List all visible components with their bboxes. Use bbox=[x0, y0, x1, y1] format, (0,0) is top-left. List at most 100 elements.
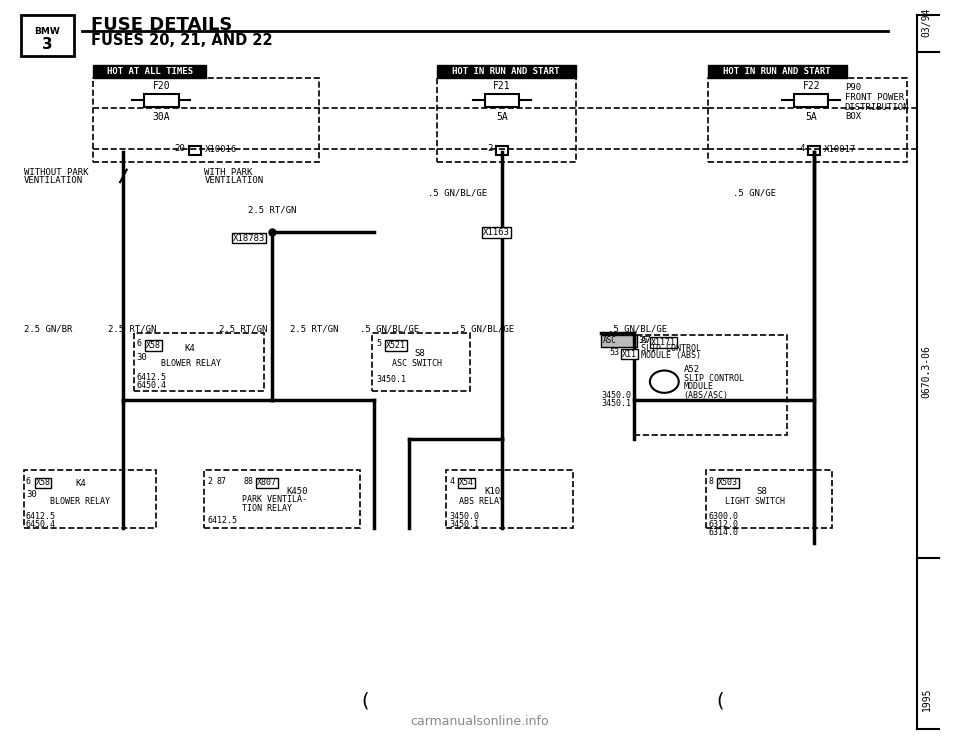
Text: 30A: 30A bbox=[153, 112, 170, 121]
Text: 1995: 1995 bbox=[922, 687, 931, 711]
Text: 35: 35 bbox=[638, 336, 648, 345]
Text: SLIP CONTROL: SLIP CONTROL bbox=[641, 344, 701, 353]
Text: SLIP CONTROL: SLIP CONTROL bbox=[684, 374, 743, 383]
Text: WITH PARK: WITH PARK bbox=[204, 168, 252, 177]
Text: BLOWER RELAY: BLOWER RELAY bbox=[50, 497, 109, 506]
Text: 30: 30 bbox=[136, 353, 147, 362]
Bar bbox=[708, 65, 847, 78]
Text: HOT AT ALL TIMES: HOT AT ALL TIMES bbox=[107, 67, 193, 76]
Text: WITHOUT PARK: WITHOUT PARK bbox=[24, 168, 88, 177]
Bar bbox=[485, 94, 519, 107]
Bar bbox=[134, 333, 264, 391]
Bar bbox=[708, 78, 907, 162]
Text: 53: 53 bbox=[610, 348, 619, 357]
Bar bbox=[601, 335, 637, 347]
Text: 88: 88 bbox=[244, 477, 253, 486]
Text: (ABS/ASC): (ABS/ASC) bbox=[684, 391, 729, 400]
Bar bbox=[93, 65, 206, 78]
Text: BLOWER RELAY: BLOWER RELAY bbox=[161, 359, 221, 368]
Text: 87: 87 bbox=[217, 477, 227, 486]
Text: 2.5 RT/GN: 2.5 RT/GN bbox=[248, 205, 296, 214]
Text: 2.5 GN/BR: 2.5 GN/BR bbox=[24, 324, 72, 333]
Text: BOX: BOX bbox=[845, 112, 861, 121]
Text: FRONT POWER: FRONT POWER bbox=[845, 93, 904, 102]
Text: 4: 4 bbox=[799, 144, 804, 153]
Text: TION RELAY: TION RELAY bbox=[242, 504, 292, 513]
Bar bbox=[634, 335, 787, 435]
Text: 3450.1: 3450.1 bbox=[376, 375, 406, 384]
Text: MODULE: MODULE bbox=[684, 382, 713, 391]
Text: 6: 6 bbox=[26, 477, 31, 486]
Text: HOT IN RUN AND START: HOT IN RUN AND START bbox=[452, 67, 560, 76]
Text: X58: X58 bbox=[36, 478, 51, 487]
Text: X807: X807 bbox=[257, 478, 277, 487]
Text: 6412.5: 6412.5 bbox=[26, 512, 56, 521]
Text: 2: 2 bbox=[487, 144, 492, 153]
Text: F22: F22 bbox=[803, 81, 820, 91]
Text: FUSES 20, 21, AND 22: FUSES 20, 21, AND 22 bbox=[91, 33, 273, 48]
Text: K4: K4 bbox=[184, 344, 195, 353]
Bar bbox=[496, 146, 508, 155]
Text: K450: K450 bbox=[286, 487, 307, 496]
Text: .5 GN/BL/GE: .5 GN/BL/GE bbox=[428, 189, 488, 198]
Text: VENTILATION: VENTILATION bbox=[24, 176, 84, 185]
Text: 3: 3 bbox=[41, 37, 53, 52]
Text: F20: F20 bbox=[153, 81, 170, 91]
Text: 5A: 5A bbox=[805, 112, 817, 121]
Text: 6300.0: 6300.0 bbox=[708, 512, 738, 521]
Text: PARK VENTILA-: PARK VENTILA- bbox=[242, 496, 307, 504]
Text: (: ( bbox=[716, 691, 724, 711]
Bar bbox=[93, 78, 319, 162]
Bar bbox=[24, 470, 156, 528]
Text: (: ( bbox=[361, 691, 369, 711]
Bar bbox=[372, 333, 470, 391]
Text: 2.5 RT/GN: 2.5 RT/GN bbox=[290, 324, 338, 333]
Text: X11: X11 bbox=[622, 350, 637, 359]
Text: ABS RELAY: ABS RELAY bbox=[459, 497, 504, 506]
Bar bbox=[808, 146, 820, 155]
Text: 3450.0: 3450.0 bbox=[601, 391, 631, 400]
Text: X10017: X10017 bbox=[824, 145, 856, 154]
Text: 2.5 RT/GN: 2.5 RT/GN bbox=[219, 324, 267, 333]
Text: 8: 8 bbox=[708, 477, 713, 486]
Text: DISTRIBUTION: DISTRIBUTION bbox=[845, 103, 909, 112]
Text: X503: X503 bbox=[718, 478, 738, 487]
Text: 6450.4: 6450.4 bbox=[26, 520, 56, 529]
Text: X1171: X1171 bbox=[651, 338, 676, 347]
Text: 4: 4 bbox=[449, 477, 454, 486]
Text: 2.5 RT/GN: 2.5 RT/GN bbox=[108, 324, 156, 333]
Text: 6450.4: 6450.4 bbox=[136, 381, 166, 390]
Bar bbox=[204, 470, 360, 528]
Text: P90: P90 bbox=[845, 83, 861, 92]
Bar bbox=[21, 15, 74, 56]
Text: 6312.0: 6312.0 bbox=[708, 520, 738, 529]
Text: 3450.1: 3450.1 bbox=[449, 520, 479, 529]
Text: 6412.5: 6412.5 bbox=[207, 516, 237, 525]
Bar bbox=[446, 470, 573, 528]
Text: 20: 20 bbox=[175, 144, 185, 153]
Text: LIGHT SWITCH: LIGHT SWITCH bbox=[725, 497, 784, 506]
Text: X1163: X1163 bbox=[483, 228, 510, 237]
Bar bbox=[437, 65, 576, 78]
Text: X54: X54 bbox=[459, 478, 474, 487]
Text: VENTILATION: VENTILATION bbox=[204, 176, 264, 185]
Text: 6412.5: 6412.5 bbox=[136, 373, 166, 382]
Bar bbox=[144, 94, 179, 107]
Text: 03/94: 03/94 bbox=[922, 7, 931, 37]
Text: 3450.1: 3450.1 bbox=[601, 400, 631, 408]
Text: 5A: 5A bbox=[496, 112, 508, 121]
Text: 30: 30 bbox=[26, 490, 36, 498]
Text: .5 GN/GE: .5 GN/GE bbox=[733, 189, 777, 198]
Text: K4: K4 bbox=[75, 479, 85, 488]
Text: 3450.0: 3450.0 bbox=[449, 512, 479, 521]
Text: X10016: X10016 bbox=[204, 145, 237, 154]
Text: 2: 2 bbox=[207, 477, 212, 486]
Text: ASC SWITCH: ASC SWITCH bbox=[392, 359, 442, 368]
Text: X18783: X18783 bbox=[233, 234, 266, 243]
Text: 6314.0: 6314.0 bbox=[708, 528, 738, 537]
Text: F21: F21 bbox=[493, 81, 511, 91]
Text: carmanualsonline.info: carmanualsonline.info bbox=[411, 715, 549, 728]
Text: .5 GN/BL/GE: .5 GN/BL/GE bbox=[360, 324, 420, 333]
Text: X521: X521 bbox=[386, 341, 406, 350]
Text: 6: 6 bbox=[136, 339, 141, 348]
